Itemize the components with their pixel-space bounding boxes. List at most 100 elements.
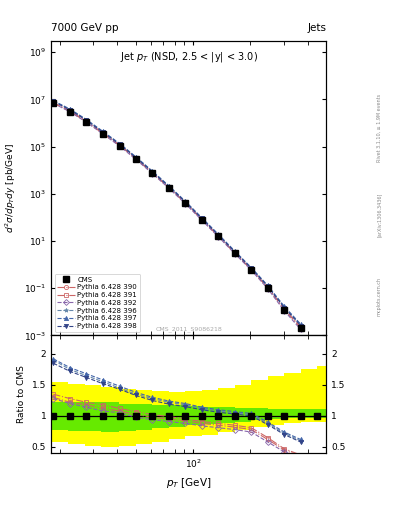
Pythia 6.428 391 [232, 250, 237, 256]
Pythia 6.428 397 [183, 198, 188, 204]
Pythia 6.428 391 [167, 184, 171, 190]
Pythia 6.428 398 [134, 155, 138, 161]
Pythia 6.428 398 [51, 98, 56, 104]
Pythia 6.428 397 [134, 154, 138, 160]
CMS [68, 109, 72, 115]
Pythia 6.428 398 [117, 141, 122, 147]
Pythia 6.428 391 [117, 142, 122, 148]
Pythia 6.428 397 [84, 117, 89, 123]
Pythia 6.428 398 [150, 169, 155, 175]
Pythia 6.428 397 [298, 321, 303, 327]
Pythia 6.428 396 [167, 183, 171, 189]
Pythia 6.428 396 [265, 283, 270, 289]
Pythia 6.428 398 [101, 130, 105, 136]
Pythia 6.428 398 [249, 265, 253, 271]
Text: mcplots.cern.ch: mcplots.cern.ch [377, 278, 382, 316]
CMS [84, 119, 89, 125]
Pythia 6.428 397 [68, 106, 72, 112]
Text: Rivet 3.1.10, ≥ 1.9M events: Rivet 3.1.10, ≥ 1.9M events [377, 94, 382, 162]
Pythia 6.428 397 [216, 231, 220, 237]
Pythia 6.428 391 [134, 155, 138, 161]
CMS [249, 267, 253, 273]
CMS [199, 217, 204, 223]
Pythia 6.428 390 [199, 217, 204, 223]
Pythia 6.428 398 [265, 283, 270, 289]
Pythia 6.428 396 [117, 141, 122, 147]
CMS [315, 345, 320, 351]
Pythia 6.428 396 [51, 98, 56, 104]
Pythia 6.428 390 [183, 200, 188, 206]
Pythia 6.428 397 [167, 183, 171, 189]
CMS [117, 142, 122, 148]
CMS [216, 233, 220, 239]
Pythia 6.428 390 [51, 100, 56, 106]
CMS [51, 100, 56, 106]
Pythia 6.428 396 [232, 248, 237, 254]
Pythia 6.428 392 [282, 308, 286, 314]
Line: Pythia 6.428 392: Pythia 6.428 392 [51, 101, 303, 331]
Pythia 6.428 390 [249, 267, 253, 273]
Pythia 6.428 392 [232, 250, 237, 257]
Pythia 6.428 392 [216, 233, 220, 240]
Y-axis label: Ratio to CMS: Ratio to CMS [17, 365, 26, 423]
Pythia 6.428 397 [51, 98, 56, 104]
Pythia 6.428 391 [101, 130, 105, 136]
Pythia 6.428 390 [298, 325, 303, 331]
Pythia 6.428 392 [265, 286, 270, 292]
Line: Pythia 6.428 391: Pythia 6.428 391 [51, 101, 303, 329]
Text: 7000 GeV pp: 7000 GeV pp [51, 23, 119, 33]
Line: Pythia 6.428 390: Pythia 6.428 390 [51, 101, 303, 330]
Pythia 6.428 390 [167, 185, 171, 191]
Pythia 6.428 392 [51, 100, 56, 106]
Pythia 6.428 392 [134, 156, 138, 162]
Y-axis label: $d^2\sigma/dp_T dy$ [pb/GeV]: $d^2\sigma/dp_T dy$ [pb/GeV] [4, 143, 18, 233]
Pythia 6.428 397 [101, 129, 105, 135]
X-axis label: $p_T$ [GeV]: $p_T$ [GeV] [166, 476, 211, 490]
Pythia 6.428 397 [150, 168, 155, 174]
Pythia 6.428 398 [232, 249, 237, 255]
Line: Pythia 6.428 398: Pythia 6.428 398 [51, 99, 303, 328]
Pythia 6.428 391 [51, 100, 56, 106]
Pythia 6.428 390 [134, 156, 138, 162]
Pythia 6.428 391 [249, 266, 253, 272]
Text: [arXiv:1306.3436]: [arXiv:1306.3436] [377, 193, 382, 237]
Pythia 6.428 396 [249, 265, 253, 271]
Pythia 6.428 397 [265, 283, 270, 289]
Line: Pythia 6.428 397: Pythia 6.428 397 [51, 99, 303, 326]
Text: Jet $p_T$ (NSD, 2.5 < |y| < 3.0): Jet $p_T$ (NSD, 2.5 < |y| < 3.0) [119, 50, 258, 64]
Pythia 6.428 397 [199, 215, 204, 221]
CMS [298, 325, 303, 331]
Pythia 6.428 398 [282, 305, 286, 311]
Pythia 6.428 398 [199, 216, 204, 222]
Pythia 6.428 392 [199, 217, 204, 223]
Pythia 6.428 390 [117, 142, 122, 148]
Pythia 6.428 398 [183, 199, 188, 205]
Pythia 6.428 396 [150, 168, 155, 175]
CMS [183, 200, 188, 206]
Pythia 6.428 396 [282, 304, 286, 310]
Pythia 6.428 397 [249, 265, 253, 271]
Legend: CMS, Pythia 6.428 390, Pythia 6.428 391, Pythia 6.428 392, Pythia 6.428 396, Pyt: CMS, Pythia 6.428 390, Pythia 6.428 391,… [55, 274, 140, 332]
Pythia 6.428 392 [249, 267, 253, 273]
CMS [232, 250, 237, 257]
Pythia 6.428 391 [199, 216, 204, 222]
CMS [101, 131, 105, 137]
Pythia 6.428 392 [183, 201, 188, 207]
CMS [150, 170, 155, 176]
Pythia 6.428 391 [265, 284, 270, 290]
CMS [167, 185, 171, 191]
Pythia 6.428 396 [134, 154, 138, 160]
Pythia 6.428 397 [282, 303, 286, 309]
Line: CMS: CMS [51, 100, 320, 351]
Pythia 6.428 390 [150, 170, 155, 176]
Pythia 6.428 392 [84, 119, 89, 125]
Pythia 6.428 391 [68, 108, 72, 114]
Pythia 6.428 398 [84, 117, 89, 123]
Pythia 6.428 391 [298, 324, 303, 330]
Pythia 6.428 396 [216, 231, 220, 238]
Pythia 6.428 390 [101, 131, 105, 137]
Pythia 6.428 396 [68, 106, 72, 113]
Pythia 6.428 398 [167, 183, 171, 189]
Pythia 6.428 396 [101, 129, 105, 135]
CMS [134, 156, 138, 162]
